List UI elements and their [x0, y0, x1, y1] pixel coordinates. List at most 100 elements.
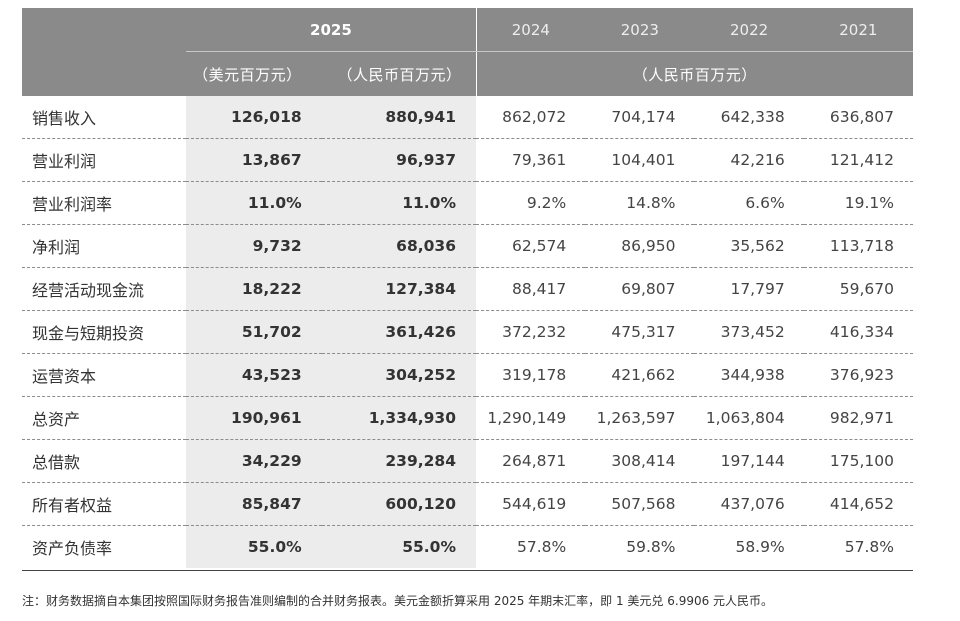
table-row: 经营活动现金流 18,222 127,384 88,417 69,807 17,797 59… — [22, 267, 913, 311]
row-label: 营业利润 — [22, 138, 187, 182]
cell-2022: 642,338 — [694, 96, 804, 139]
cell-2024: 57.8% — [516, 538, 567, 556]
cell-2025-cny: 1,334,930 — [321, 396, 476, 440]
cell-2021: 113,718 — [803, 224, 913, 268]
cell-2025-usd: 11.0% — [186, 181, 322, 225]
cell-2025-cny: 55.0% — [321, 525, 476, 568]
cell-2022: 344,938 — [694, 353, 804, 397]
row-label: 运营资本 — [22, 353, 187, 397]
cell-2022: 35,562 — [694, 224, 804, 268]
cell-2025-cny: 127,384 — [321, 267, 476, 311]
header-year-2025: 2025 — [186, 8, 476, 52]
cell-2025-cny: 11.0% — [321, 181, 476, 225]
financial-summary-table-wrap: 2025 2024 2023 2022 2021 （美元百万元） （人民币百万元… — [22, 8, 913, 568]
cell-2024: 79,361 — [476, 138, 586, 182]
cell-2022: 437,076 — [694, 482, 804, 526]
cell-2023: 704,174 — [585, 96, 695, 139]
table-bottom-rule — [22, 570, 913, 571]
cell-2021: 121,412 — [803, 138, 913, 182]
cell-2024: 319,178 — [476, 353, 586, 397]
cell-2023: 104,401 — [585, 138, 695, 182]
row-label: 营业利润率 — [22, 181, 187, 225]
header-year-2022: 2022 — [694, 8, 804, 52]
cell-2025-cny: 304,252 — [321, 353, 476, 397]
cell-2025-usd: 55.0% — [186, 525, 322, 568]
table-row: 总资产 190,961 1,334,930 1,290,149 1,263,597 1,0… — [22, 396, 913, 440]
header-corner — [22, 8, 187, 52]
cell-2025-usd: 13,867 — [186, 138, 322, 182]
row-label: 经营活动现金流 — [22, 267, 187, 311]
cell-2024: 264,871 — [476, 439, 586, 483]
row-label: 销售收入 — [22, 96, 187, 139]
cell-2023: 507,568 — [585, 482, 695, 526]
cell-2022: 6.6% — [694, 181, 804, 225]
cell-2025-cny: 68,036 — [321, 224, 476, 268]
cell-2025-cny: 96,937 — [321, 138, 476, 182]
table-row: 营业利润率 11.0% 11.0% 9.2% 14.8% 6.6% 19.1% — [22, 181, 913, 225]
row-label: 总资产 — [22, 396, 187, 440]
table-body: 销售收入 126,018 880,941 862,072 704,174 642,338 6… — [22, 96, 913, 568]
footnote: 注：财务数据摘自本集团按照国际财务报告准则编制的合并财务报表。美元金额折算采用 … — [22, 594, 774, 608]
cell-2021: 416,334 — [803, 310, 913, 354]
cell-2024: 862,072 — [476, 96, 586, 139]
row-label: 总借款 — [22, 439, 187, 483]
cell-2025-usd: 9,732 — [186, 224, 322, 268]
table-row: 销售收入 126,018 880,941 862,072 704,174 642,338 6… — [22, 96, 913, 139]
cell-2021: 376,923 — [803, 353, 913, 397]
cell-2025-cny: 880,941 — [321, 96, 476, 139]
header-year-2024: 2024 — [475, 8, 586, 52]
cell-2024: 1,290,149 — [476, 396, 586, 440]
table-row: 资产负债率 55.0% 55.0% 57.8% 59.8% 58.9% 57.8% — [22, 525, 913, 568]
cell-2023: 59.8% — [626, 538, 676, 556]
cell-2024: 88,417 — [476, 267, 586, 311]
table-row: 运营资本 43,523 304,252 319,178 421,662 344,938 37… — [22, 353, 913, 397]
cell-2025-usd: 85,847 — [186, 482, 322, 526]
cell-2025-cny: 600,120 — [321, 482, 476, 526]
cell-2025-usd: 43,523 — [186, 353, 322, 397]
cell-2025-usd: 34,229 — [186, 439, 322, 483]
cell-2025-cny: 361,426 — [321, 310, 476, 354]
cell-2025-usd: 18,222 — [186, 267, 322, 311]
header-corner-lower — [22, 51, 187, 96]
row-label: 现金与短期投资 — [22, 310, 187, 354]
table-header: 2025 2024 2023 2022 2021 （美元百万元） （人民币百万元… — [22, 8, 913, 96]
cell-2023: 1,263,597 — [585, 396, 695, 440]
cell-2021: 175,100 — [803, 439, 913, 483]
header-unit-usd: （美元百万元） — [186, 51, 322, 96]
row-label: 净利润 — [22, 224, 187, 268]
cell-2023: 421,662 — [585, 353, 695, 397]
cell-2022: 17,797 — [694, 267, 804, 311]
cell-2021: 414,652 — [803, 482, 913, 526]
cell-2025-cny: 239,284 — [321, 439, 476, 483]
cell-2022: 197,144 — [694, 439, 804, 483]
cell-2022: 1,063,804 — [694, 396, 804, 440]
row-label: 所有者权益 — [22, 482, 187, 526]
header-unit-cny: （人民币百万元） — [321, 51, 476, 96]
table-row: 现金与短期投资 51,702 361,426 372,232 475,317 373,45… — [22, 310, 913, 354]
financial-summary-table: 2025 2024 2023 2022 2021 （美元百万元） （人民币百万元… — [22, 8, 913, 568]
header-year-2023: 2023 — [585, 8, 695, 52]
cell-2023: 86,950 — [585, 224, 695, 268]
header-unit-history: （人民币百万元） — [475, 51, 913, 96]
table-row: 营业利润 13,867 96,937 79,361 104,401 42,216 121,4… — [22, 138, 913, 182]
cell-2024: 372,232 — [476, 310, 586, 354]
cell-2025-usd: 126,018 — [186, 96, 322, 139]
table-row: 净利润 9,732 68,036 62,574 86,950 35,562 113,718 — [22, 224, 913, 268]
cell-2022: 42,216 — [694, 138, 804, 182]
cell-2023: 69,807 — [585, 267, 695, 311]
cell-2021: 19.1% — [803, 181, 913, 225]
cell-2025-usd: 51,702 — [186, 310, 322, 354]
cell-2021: 982,971 — [803, 396, 913, 440]
cell-2021: 57.8% — [844, 538, 894, 556]
cell-2023: 308,414 — [585, 439, 695, 483]
cell-2021: 59,670 — [803, 267, 913, 311]
cell-2022: 373,452 — [694, 310, 804, 354]
cell-2023: 14.8% — [585, 181, 695, 225]
cell-2023: 475,317 — [585, 310, 695, 354]
header-year-2021: 2021 — [803, 8, 913, 52]
cell-2022: 58.9% — [735, 538, 785, 556]
cell-2024: 62,574 — [476, 224, 586, 268]
cell-2024: 544,619 — [476, 482, 586, 526]
table-row: 总借款 34,229 239,284 264,871 308,414 197,144 175… — [22, 439, 913, 483]
cell-2024: 9.2% — [476, 181, 586, 225]
